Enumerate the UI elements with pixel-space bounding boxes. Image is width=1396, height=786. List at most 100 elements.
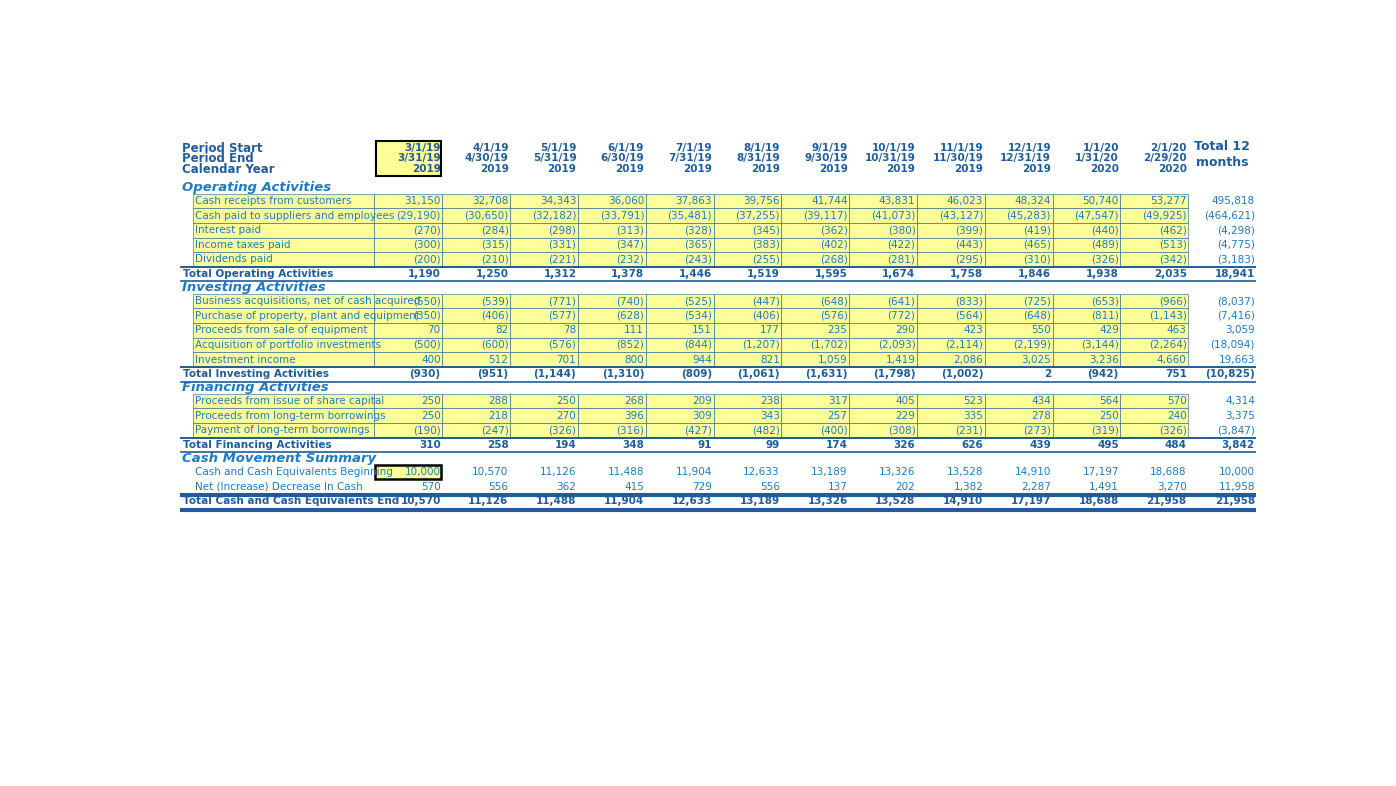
Text: (534): (534) <box>684 310 712 321</box>
Text: (270): (270) <box>413 226 441 235</box>
Text: 3,842: 3,842 <box>1222 440 1255 450</box>
Text: 800: 800 <box>624 354 644 365</box>
Text: 290: 290 <box>896 325 916 336</box>
Bar <box>1121 323 1188 338</box>
Text: 278: 278 <box>1032 411 1051 421</box>
Bar <box>849 423 917 438</box>
Text: 11/30/19: 11/30/19 <box>933 153 983 163</box>
Text: Acquisition of portfolio investments: Acquisition of portfolio investments <box>195 340 381 350</box>
Bar <box>984 338 1053 352</box>
Text: (231): (231) <box>955 425 983 435</box>
Text: (641): (641) <box>888 296 916 306</box>
Bar <box>374 252 443 266</box>
Text: (350): (350) <box>413 310 441 321</box>
Bar <box>443 323 510 338</box>
Bar <box>510 352 578 367</box>
Text: Payment of long-term borrowings: Payment of long-term borrowings <box>195 425 370 435</box>
Text: (464,621): (464,621) <box>1203 211 1255 221</box>
Bar <box>1053 294 1121 308</box>
Text: 41,744: 41,744 <box>811 196 847 206</box>
Text: 7/1/19: 7/1/19 <box>676 143 712 153</box>
Text: 48,324: 48,324 <box>1015 196 1051 206</box>
Text: 2/29/20: 2/29/20 <box>1143 153 1187 163</box>
Text: 13,189: 13,189 <box>740 496 780 506</box>
Text: (380): (380) <box>888 226 916 235</box>
Text: (300): (300) <box>413 240 441 250</box>
Bar <box>849 208 917 223</box>
Text: 1,250: 1,250 <box>476 269 508 279</box>
Text: Period End: Period End <box>183 152 254 165</box>
Text: (500): (500) <box>413 340 441 350</box>
Text: 523: 523 <box>963 396 983 406</box>
Text: 1,595: 1,595 <box>815 269 847 279</box>
Text: 310: 310 <box>419 440 441 450</box>
Text: 12,633: 12,633 <box>743 467 780 477</box>
Text: 1,491: 1,491 <box>1089 482 1118 491</box>
Text: 362: 362 <box>557 482 577 491</box>
Text: Business acquisitions, net of cash acquired: Business acquisitions, net of cash acqui… <box>195 296 420 306</box>
Text: (513): (513) <box>1159 240 1187 250</box>
Bar <box>193 352 374 367</box>
Text: (2,093): (2,093) <box>878 340 916 350</box>
Text: (419): (419) <box>1023 226 1051 235</box>
Text: 405: 405 <box>896 396 916 406</box>
Text: (440): (440) <box>1092 226 1118 235</box>
Text: (550): (550) <box>413 296 441 306</box>
Bar <box>193 409 374 423</box>
Bar <box>849 237 917 252</box>
Bar <box>849 352 917 367</box>
Text: (1,702): (1,702) <box>810 340 847 350</box>
Text: (942): (942) <box>1087 369 1118 379</box>
Text: 2: 2 <box>1044 369 1051 379</box>
Text: (1,631): (1,631) <box>805 369 847 379</box>
Bar <box>849 193 917 208</box>
Bar <box>713 223 782 237</box>
Text: 1,674: 1,674 <box>882 269 916 279</box>
Text: (465): (465) <box>1023 240 1051 250</box>
Text: (200): (200) <box>413 255 441 264</box>
Text: (930): (930) <box>409 369 441 379</box>
Text: (319): (319) <box>1090 425 1118 435</box>
Bar <box>443 252 510 266</box>
Text: 11,488: 11,488 <box>607 467 644 477</box>
Bar <box>713 308 782 323</box>
Bar <box>376 465 441 479</box>
Bar <box>578 394 646 409</box>
Text: 512: 512 <box>489 354 508 365</box>
Bar <box>1053 338 1121 352</box>
Bar <box>984 409 1053 423</box>
Text: (316): (316) <box>616 425 644 435</box>
Text: 34,343: 34,343 <box>540 196 577 206</box>
Bar <box>193 338 374 352</box>
Text: (362): (362) <box>819 226 847 235</box>
Text: (772): (772) <box>888 310 916 321</box>
Bar <box>782 193 849 208</box>
Bar <box>646 352 713 367</box>
Text: 3,059: 3,059 <box>1226 325 1255 336</box>
Text: Total Investing Activities: Total Investing Activities <box>183 369 329 379</box>
Bar <box>646 208 713 223</box>
Text: 137: 137 <box>828 482 847 491</box>
Bar <box>374 409 443 423</box>
Text: 396: 396 <box>624 411 644 421</box>
Text: (35,481): (35,481) <box>667 211 712 221</box>
Text: 250: 250 <box>557 396 577 406</box>
Text: 729: 729 <box>692 482 712 491</box>
Text: 11/1/19: 11/1/19 <box>940 143 983 153</box>
Text: Cash Movement Summary: Cash Movement Summary <box>183 452 377 465</box>
Text: (232): (232) <box>616 255 644 264</box>
Text: 229: 229 <box>895 411 916 421</box>
Text: (2,199): (2,199) <box>1013 340 1051 350</box>
Text: 10/31/19: 10/31/19 <box>864 153 916 163</box>
Text: 570: 570 <box>1167 396 1187 406</box>
Text: 2019: 2019 <box>886 164 916 174</box>
Bar <box>646 252 713 266</box>
Text: 11,126: 11,126 <box>540 467 577 477</box>
Text: (243): (243) <box>684 255 712 264</box>
Text: (29,190): (29,190) <box>396 211 441 221</box>
Bar <box>646 237 713 252</box>
Text: 17,197: 17,197 <box>1082 467 1118 477</box>
Bar <box>713 338 782 352</box>
Text: 53,277: 53,277 <box>1150 196 1187 206</box>
Bar <box>849 338 917 352</box>
